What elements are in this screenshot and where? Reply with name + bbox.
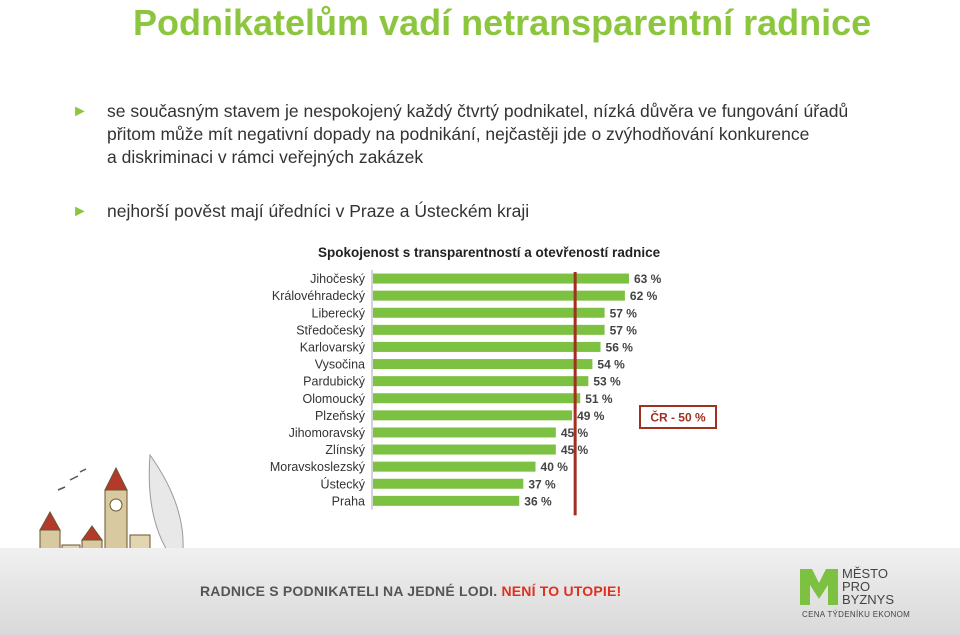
value-label: 62 % [630,289,658,303]
mesto-pro-byznys-logo: MĚSTO PRO BYZNYS CENA TÝDENÍKU EKONOM [800,565,950,625]
category-label: Plzeňský [315,409,366,423]
category-label: Karlovarský [300,340,366,354]
bullet-1-line-1: se současným stavem je nespokojený každý… [107,101,849,121]
value-label: 63 % [634,272,662,286]
logo-m-icon [800,569,838,605]
bar [373,393,581,404]
category-label: Liberecký [312,306,366,320]
value-label: 54 % [597,358,625,372]
value-label: 57 % [610,323,638,337]
bar [373,427,556,438]
bar [373,444,556,455]
slogan-main: RADNICE S PODNIKATELI NA JEDNÉ LODI. [200,583,498,599]
category-label: Zlínský [325,443,365,457]
value-label: 51 % [585,392,613,406]
reference-label-box [639,405,717,429]
bar-chart: Jihočeský 63 % Královéhradecký 62 % Libereck… [270,270,717,516]
value-label: 36 % [524,494,552,508]
category-label: Pardubický [303,375,366,389]
category-label: Vysočina [315,358,365,372]
value-label: 53 % [593,375,621,389]
category-label: Moravskoslezský [270,460,366,474]
bullet-2-line-1: nejhorší pověst mají úředníci v Praze a … [107,201,530,221]
bar [373,410,573,421]
bar [373,359,593,370]
bar [373,341,601,352]
logo-line-2: PRO [842,579,871,594]
value-label: 56 % [606,340,634,354]
bar [373,290,625,301]
category-label: Ústecký [321,476,366,491]
bar [373,273,629,284]
bar [373,307,605,318]
triangle-bullet-icon: ► [72,203,88,220]
page-title: Podnikatelům vadí netransparentní radnic… [133,2,872,43]
category-label: Jihočeský [310,272,366,286]
bullet-1-line-2: přitom může mít negativní dopady na podn… [107,124,810,144]
bar [373,495,520,506]
bar [373,324,605,335]
category-label: Královéhradecký [272,289,366,303]
category-label: Jihomoravský [289,426,366,440]
category-label: Středočeský [296,323,366,337]
value-label: 40 % [541,460,569,474]
bullet-1: ► se současným stavem je nespokojený kaž… [72,100,912,169]
triangle-bullet-icon: ► [72,103,88,120]
category-label: Olomoucký [302,392,365,406]
bar [373,376,589,387]
value-label: 49 % [577,409,605,423]
logo-line-3: BYZNYS [842,592,895,607]
logo-line-1: MĚSTO [842,566,888,581]
footer-slogan: RADNICE S PODNIKATELI NA JEDNÉ LODI. NEN… [200,583,621,599]
value-label: 57 % [610,306,638,320]
bar [373,461,536,472]
category-label: Praha [332,494,365,508]
bullet-2: ► nejhorší pověst mají úředníci v Praze … [72,200,912,223]
value-label: 37 % [528,477,556,491]
reference-label: ČR - 50 % [650,410,706,425]
bullet-1-line-3: a diskriminaci v rámci veřejných zakázek [107,147,424,167]
chart-title: Spokojenost s transparentností a otevřen… [318,245,661,260]
logo-subtitle: CENA TÝDENÍKU EKONOM [802,610,911,619]
bar [373,478,524,489]
slogan-accent: NENÍ TO UTOPIE! [501,583,622,599]
